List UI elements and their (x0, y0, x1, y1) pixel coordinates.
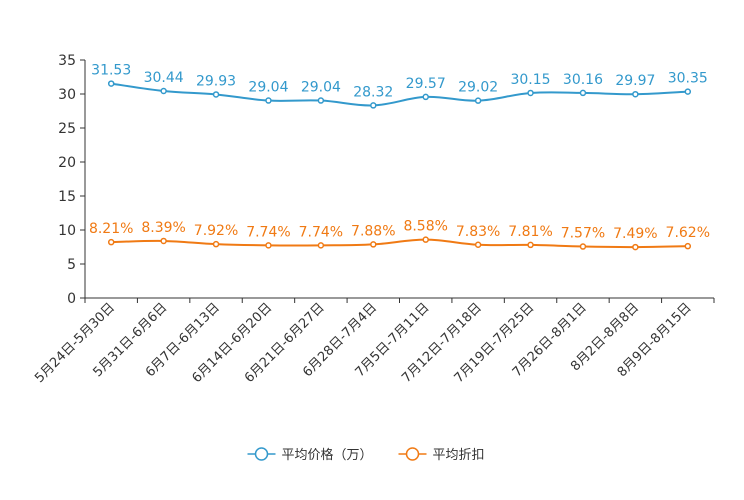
y-tick-label: 10 (58, 223, 76, 239)
data-point[interactable] (160, 237, 167, 245)
legend-item-0[interactable]: 平均价格（万） (247, 447, 373, 463)
data-point[interactable] (107, 80, 115, 87)
data-point[interactable] (632, 90, 639, 98)
data-label: 29.97 (615, 73, 655, 89)
data-point[interactable] (160, 87, 167, 95)
data-label: 7.49% (613, 226, 657, 242)
data-point[interactable] (370, 241, 377, 248)
data-point[interactable] (684, 88, 692, 95)
data-label: 29.04 (301, 80, 341, 96)
data-label: 7.92% (194, 223, 238, 239)
data-point[interactable] (317, 242, 325, 249)
data-point[interactable] (265, 242, 272, 249)
data-point[interactable] (474, 97, 482, 104)
data-label: 31.53 (91, 63, 131, 79)
y-tick-label: 30 (58, 87, 76, 103)
data-label: 29.57 (406, 76, 446, 92)
data-point[interactable] (370, 102, 377, 109)
data-label: 30.35 (668, 71, 708, 87)
data-label: 7.81% (508, 224, 552, 240)
data-point[interactable] (527, 241, 534, 249)
data-point[interactable] (317, 97, 325, 104)
data-label: 28.32 (353, 84, 393, 100)
data-label: 7.62% (666, 225, 710, 241)
data-label: 30.16 (563, 72, 603, 88)
data-point[interactable] (474, 241, 482, 249)
data-label: 7.57% (561, 226, 605, 242)
data-point[interactable] (579, 243, 587, 250)
legend-label: 平均折扣 (433, 448, 485, 463)
data-label: 7.74% (299, 224, 343, 240)
y-tick-label: 15 (58, 189, 76, 205)
data-point[interactable] (212, 91, 220, 98)
data-label: 7.88% (351, 223, 395, 239)
data-label: 7.74% (246, 224, 290, 240)
data-label: 30.44 (144, 70, 184, 86)
data-point[interactable] (684, 242, 692, 250)
legend-item-1[interactable]: 平均折扣 (398, 447, 485, 463)
series-line-0 (111, 82, 688, 107)
legend-label: 平均价格（万） (282, 447, 373, 463)
data-point[interactable] (107, 238, 115, 246)
y-tick-label: 5 (67, 257, 76, 273)
data-point[interactable] (212, 240, 220, 248)
data-label: 8.58% (403, 219, 447, 235)
legend-swatch-marker (405, 447, 420, 461)
series-line-1 (111, 238, 688, 249)
data-label: 8.39% (141, 220, 185, 236)
data-point[interactable] (265, 97, 272, 104)
y-tick-label: 35 (58, 53, 76, 69)
data-point[interactable] (632, 243, 639, 251)
y-tick-label: 25 (58, 121, 76, 137)
data-point[interactable] (579, 89, 587, 97)
data-label: 30.15 (510, 72, 550, 88)
legend-swatch-marker (254, 447, 269, 461)
data-label: 7.83% (456, 224, 500, 240)
y-tick-label: 0 (67, 291, 76, 307)
data-label: 29.02 (458, 80, 498, 96)
data-label: 8.21% (89, 221, 133, 237)
data-point[interactable] (527, 89, 534, 97)
data-point[interactable] (422, 236, 429, 243)
data-point[interactable] (422, 93, 429, 101)
data-label: 29.04 (248, 80, 288, 96)
y-tick-label: 20 (58, 155, 76, 171)
data-label: 29.93 (196, 73, 236, 89)
